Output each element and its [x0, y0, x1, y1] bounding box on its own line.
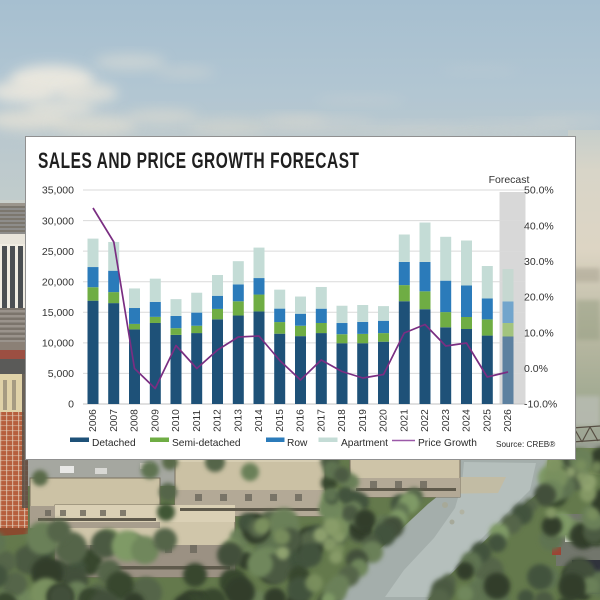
svg-text:2007: 2007: [109, 409, 120, 432]
svg-text:2020: 2020: [379, 409, 390, 432]
svg-text:10,000: 10,000: [42, 338, 74, 350]
svg-text:2014: 2014: [254, 409, 265, 432]
svg-text:2017: 2017: [316, 409, 327, 432]
svg-text:0: 0: [68, 399, 74, 411]
svg-text:Apartment: Apartment: [341, 438, 388, 449]
svg-text:2024: 2024: [462, 409, 473, 432]
svg-text:Row: Row: [287, 438, 308, 449]
svg-text:2025: 2025: [482, 409, 493, 432]
svg-text:Source: CREB®: Source: CREB®: [496, 440, 555, 449]
svg-text:2011: 2011: [192, 410, 203, 432]
svg-text:15,000: 15,000: [42, 307, 74, 319]
svg-text:2021: 2021: [399, 409, 410, 432]
svg-text:2012: 2012: [213, 409, 224, 432]
svg-text:25,000: 25,000: [42, 246, 74, 258]
svg-text:20.0%: 20.0%: [524, 292, 554, 304]
svg-text:30.0%: 30.0%: [524, 256, 554, 268]
svg-text:2008: 2008: [130, 409, 141, 432]
svg-text:10.0%: 10.0%: [524, 327, 554, 339]
svg-text:2018: 2018: [337, 409, 348, 432]
svg-text:Semi-detached: Semi-detached: [172, 438, 241, 449]
svg-text:2006: 2006: [88, 409, 99, 432]
svg-text:2019: 2019: [358, 409, 369, 432]
svg-text:2015: 2015: [275, 409, 286, 432]
svg-text:2022: 2022: [420, 409, 431, 432]
svg-text:SALES AND PRICE GROWTH FORECAS: SALES AND PRICE GROWTH FORECAST: [38, 150, 360, 174]
svg-text:2023: 2023: [441, 409, 452, 432]
svg-text:Price Growth: Price Growth: [418, 438, 477, 449]
svg-text:Detached: Detached: [92, 438, 136, 449]
svg-text:5,000: 5,000: [48, 368, 74, 380]
svg-text:-10.0%: -10.0%: [524, 399, 557, 411]
svg-text:Forecast: Forecast: [489, 174, 530, 186]
svg-text:40.0%: 40.0%: [524, 220, 554, 232]
svg-text:35,000: 35,000: [42, 185, 74, 197]
svg-text:2010: 2010: [171, 409, 182, 432]
svg-text:2016: 2016: [296, 409, 307, 432]
svg-text:50.0%: 50.0%: [524, 185, 554, 197]
svg-text:0.0%: 0.0%: [524, 363, 548, 375]
svg-text:20,000: 20,000: [42, 276, 74, 288]
svg-text:30,000: 30,000: [42, 215, 74, 227]
svg-text:2026: 2026: [503, 409, 514, 432]
svg-text:2013: 2013: [233, 409, 244, 432]
svg-text:2009: 2009: [150, 409, 161, 432]
